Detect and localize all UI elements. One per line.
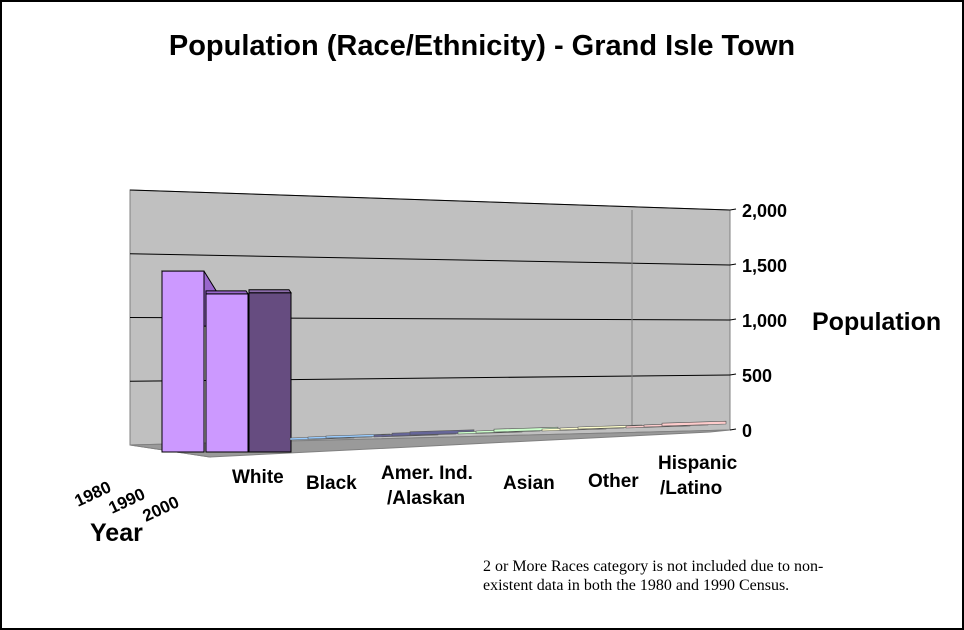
- gridline: [129, 253, 731, 266]
- bar-white-2000: [248, 289, 292, 453]
- bar-face: [161, 270, 205, 453]
- gridline: [129, 189, 731, 211]
- tick-label: 1,000: [742, 311, 787, 331]
- category-label: Black: [306, 473, 357, 494]
- year-axis-label: Year: [90, 519, 143, 547]
- bar-white-1990: [205, 290, 249, 453]
- population-axis-label: Population: [812, 308, 941, 336]
- category-label: Amer. Ind./Alaskan: [381, 463, 473, 509]
- bar-face: [205, 293, 249, 453]
- tick-mark: [729, 373, 737, 376]
- bar-2-2000: [409, 429, 475, 436]
- tick-mark: [729, 208, 737, 211]
- bar-face: [248, 292, 292, 453]
- footnote-line-1: 2 or More Races category is not included…: [483, 558, 824, 575]
- category-label: Hispanic/Latino: [658, 453, 738, 499]
- tick-label: 0: [742, 421, 752, 441]
- bar-5-2000: [661, 420, 727, 427]
- tick-mark: [729, 428, 737, 431]
- category-label: White: [232, 467, 284, 488]
- footnote: 2 or More Races category is not included…: [483, 557, 953, 595]
- tick-mark: [729, 318, 737, 321]
- tick-label: 1,500: [742, 256, 787, 276]
- bar-3-2000: [493, 426, 559, 433]
- bars: [161, 270, 727, 453]
- tick-label: 2,000: [742, 201, 787, 221]
- category-labels: White Black Amer. Ind./Alaskan Asian Other Hi…: [232, 453, 738, 509]
- category-label: Asian: [503, 473, 555, 494]
- bar-top: [248, 289, 292, 294]
- footnote-line-2: existent data in both the 1980 and 1990 …: [483, 577, 790, 594]
- tick-mark: [729, 263, 737, 266]
- y-axis-ticks: 2,000 1,500 1,000 500 0: [729, 201, 787, 441]
- category-label: Other: [588, 471, 639, 492]
- tick-label: 500: [742, 366, 772, 386]
- chart-title: Population (Race/Ethnicity) - Grand Isle…: [168, 30, 796, 62]
- year-label: 2000: [140, 492, 182, 525]
- bar-top: [205, 290, 249, 295]
